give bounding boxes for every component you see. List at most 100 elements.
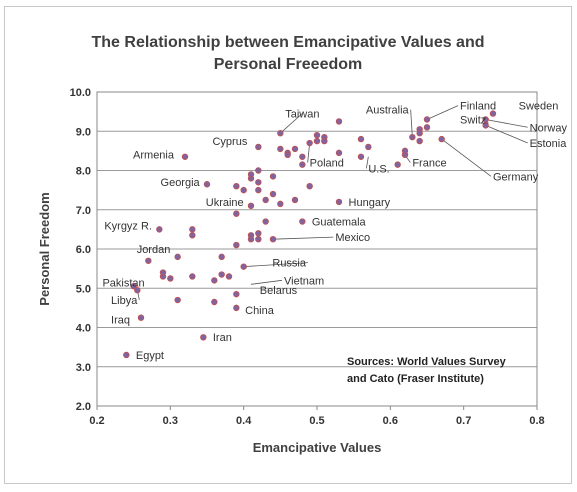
data-point bbox=[306, 139, 313, 147]
data-point bbox=[225, 273, 233, 280]
annotation-label: Mexico bbox=[335, 232, 370, 244]
annotation-leader-line bbox=[365, 156, 369, 169]
data-point bbox=[401, 147, 409, 155]
data-point bbox=[145, 257, 152, 264]
annotation-label: U.S. bbox=[368, 163, 389, 175]
annotation-label: Ukraine bbox=[206, 197, 244, 209]
y-tick-label: 7.0 bbox=[76, 205, 91, 217]
annotation-label: France bbox=[412, 158, 446, 170]
data-point bbox=[255, 186, 262, 194]
data-point bbox=[284, 151, 291, 158]
data-point bbox=[335, 118, 343, 125]
data-point bbox=[181, 153, 189, 160]
annotation-label: Vietnam bbox=[284, 275, 324, 287]
data-point bbox=[233, 290, 240, 298]
data-point bbox=[233, 210, 240, 217]
data-point bbox=[299, 161, 306, 168]
data-point bbox=[335, 198, 343, 206]
y-tick-label: 2.0 bbox=[76, 401, 91, 413]
data-point bbox=[365, 143, 372, 151]
data-point bbox=[416, 137, 423, 145]
data-point bbox=[269, 190, 277, 198]
annotation-label: Finland bbox=[460, 101, 496, 113]
data-point bbox=[489, 110, 497, 117]
annotation-leader-line bbox=[280, 113, 303, 134]
data-point bbox=[203, 181, 211, 188]
data-point bbox=[423, 124, 431, 131]
data-point bbox=[394, 161, 401, 168]
annotation-label: Norway bbox=[530, 122, 568, 134]
y-tick-label: 3.0 bbox=[76, 362, 91, 374]
data-point bbox=[255, 179, 262, 186]
data-point bbox=[233, 241, 240, 249]
data-point bbox=[211, 298, 218, 306]
y-tick-label: 8.0 bbox=[76, 166, 91, 178]
y-tick-label: 5.0 bbox=[76, 283, 91, 295]
data-point bbox=[482, 122, 489, 129]
data-point bbox=[299, 218, 306, 225]
data-point bbox=[247, 235, 255, 243]
data-point bbox=[123, 351, 130, 359]
data-point bbox=[306, 182, 313, 190]
annotation-label: Kyrgyz R. bbox=[104, 220, 152, 232]
data-point bbox=[247, 171, 255, 178]
annotation-leader-line bbox=[307, 142, 311, 163]
x-tick-label: 0.3 bbox=[163, 415, 178, 427]
data-point bbox=[423, 116, 431, 123]
data-point bbox=[240, 186, 247, 194]
data-point bbox=[277, 145, 284, 153]
data-point bbox=[269, 235, 277, 243]
annotation-leader-line bbox=[485, 119, 528, 128]
data-point bbox=[159, 269, 167, 276]
data-point bbox=[134, 287, 141, 294]
annotation-label: Poland bbox=[310, 158, 344, 170]
data-point bbox=[233, 182, 240, 190]
annotation-label: Iran bbox=[213, 332, 232, 344]
data-point bbox=[438, 135, 445, 143]
data-point bbox=[262, 196, 269, 204]
data-point bbox=[189, 232, 196, 239]
y-tick-label: 10.0 bbox=[70, 87, 91, 99]
annotation-label: Guatemala bbox=[312, 216, 367, 228]
data-point bbox=[174, 253, 181, 261]
data-point bbox=[218, 271, 225, 278]
data-point bbox=[335, 149, 343, 157]
annotation-leader-line bbox=[441, 138, 492, 177]
y-axis-label: Personal Freedom bbox=[37, 192, 52, 305]
source-note-line-1: Sources: World Values Survey bbox=[347, 356, 507, 368]
data-point bbox=[240, 263, 247, 270]
annotation-label: Russia bbox=[272, 258, 307, 270]
annotation-label: Belarus bbox=[260, 285, 298, 297]
chart-frame bbox=[4, 6, 572, 484]
annotation-label: Iraq bbox=[111, 315, 130, 327]
data-point bbox=[321, 137, 328, 145]
source-note-line-2: and Cato (Fraser Institute) bbox=[347, 373, 484, 385]
data-point bbox=[262, 218, 269, 225]
data-point bbox=[291, 196, 299, 204]
annotation-leader-line bbox=[250, 279, 283, 285]
annotation-label: Sweden bbox=[519, 101, 559, 113]
data-point bbox=[409, 133, 416, 141]
annotation-label: Armenia bbox=[133, 150, 175, 162]
annotation-label: Taiwan bbox=[285, 109, 319, 121]
data-point bbox=[167, 275, 174, 282]
annotation-leader-line bbox=[410, 109, 413, 138]
annotation-leader-line bbox=[243, 262, 309, 268]
data-point bbox=[255, 235, 262, 243]
annotation-label: Australia bbox=[366, 105, 410, 117]
annotation-label: Cyprus bbox=[212, 136, 247, 148]
x-tick-label: 0.6 bbox=[383, 415, 398, 427]
x-tick-label: 0.2 bbox=[89, 415, 104, 427]
data-point bbox=[277, 200, 284, 208]
data-point bbox=[357, 153, 365, 160]
annotation-leader-line bbox=[485, 124, 528, 144]
annotation-leader-line bbox=[272, 236, 334, 240]
data-point bbox=[313, 131, 321, 139]
data-point bbox=[269, 173, 277, 180]
x-axis-label: Emancipative Values bbox=[253, 440, 382, 455]
chart-title-line-2: Personal Freeedom bbox=[214, 56, 363, 73]
annotation-label: China bbox=[245, 305, 275, 317]
data-point bbox=[218, 253, 225, 261]
annotation-label: Germany bbox=[493, 171, 539, 183]
